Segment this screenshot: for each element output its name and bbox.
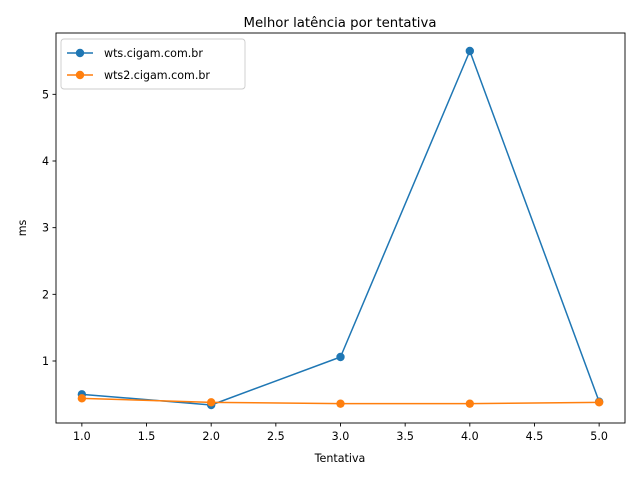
y-axis-ticks: 1 2 3 4 5	[42, 88, 56, 368]
legend: wts.cigam.com.br wts2.cigam.com.br	[60, 38, 246, 90]
x-tick-label: 4.0	[461, 430, 479, 443]
series-2-point	[336, 399, 345, 408]
plot-frame	[55, 32, 626, 424]
series-2-point	[465, 399, 475, 408]
chart-title: Melhor latência por tentativa	[243, 15, 436, 31]
x-axis-label: Tentativa	[314, 452, 366, 465]
y-axis-label: ms	[16, 219, 29, 236]
series-1-line	[81, 50, 600, 406]
legend-series-2-label: wts2.cigam.com.br	[104, 69, 210, 82]
series-2-point	[77, 394, 87, 403]
legend-box	[60, 38, 246, 90]
series-1-point	[336, 352, 345, 362]
x-tick-label: 2.0	[202, 430, 220, 443]
x-tick-label: 5.0	[590, 430, 608, 443]
y-tick-label: 5	[42, 88, 49, 101]
x-axis-ticks: 1.0 1.5 2.0 2.5 3.0 3.5 4.0 4.5 5.0	[73, 423, 608, 443]
y-tick-label: 1	[42, 355, 49, 368]
series-2-point	[206, 398, 216, 407]
legend-series-2-marker	[75, 70, 85, 80]
x-tick-label: 3.0	[332, 430, 350, 443]
y-tick-label: 2	[42, 288, 49, 301]
x-tick-label: 1.0	[73, 430, 91, 443]
x-tick-label: 1.5	[138, 430, 156, 443]
x-tick-label: 3.5	[396, 430, 414, 443]
x-tick-label: 4.5	[526, 430, 544, 443]
series-1-point	[465, 46, 475, 56]
legend-series-1-label: wts.cigam.com.br	[104, 47, 203, 60]
y-tick-label: 4	[42, 155, 49, 168]
legend-series-1-marker	[75, 48, 85, 58]
plot-marks	[77, 46, 604, 410]
series-2-point	[594, 398, 604, 407]
x-tick-label: 2.5	[267, 430, 285, 443]
y-tick-label: 3	[42, 222, 49, 235]
